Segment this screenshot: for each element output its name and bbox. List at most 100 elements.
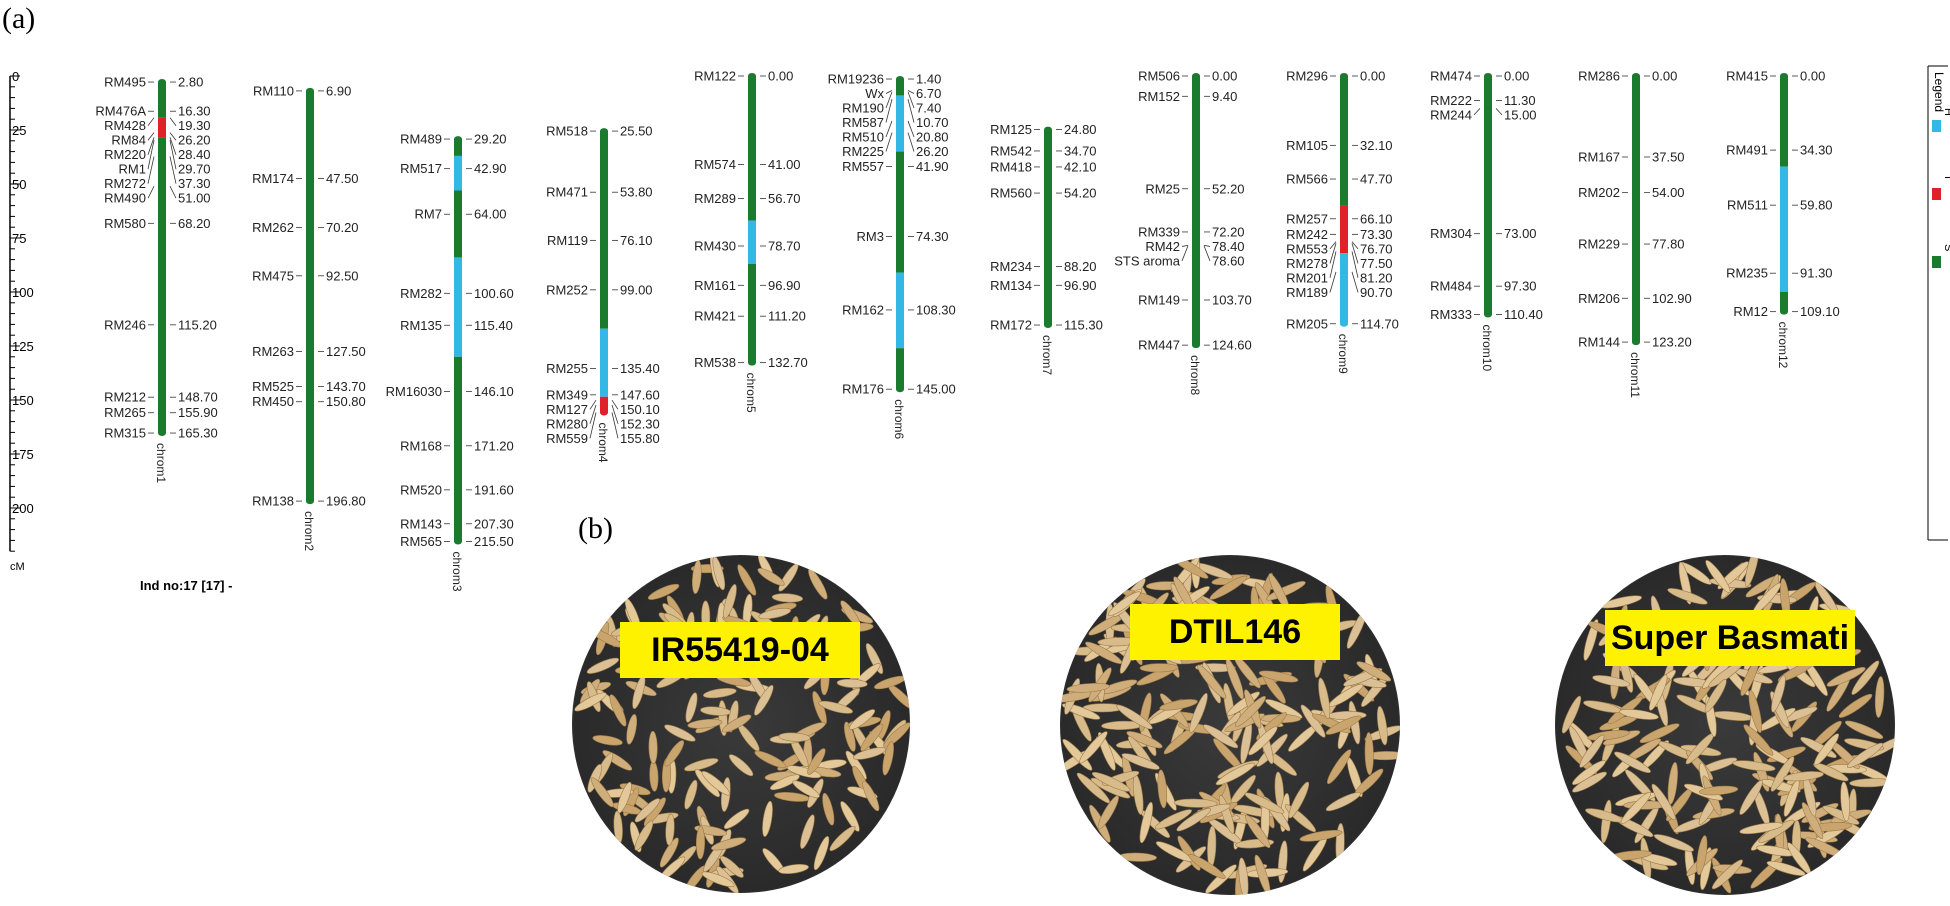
marker-name: RM272: [104, 176, 146, 191]
rice-grain: [883, 722, 910, 748]
marker-position: 56.70: [768, 191, 801, 206]
marker-name: RM560: [990, 186, 1032, 201]
marker-position: 115.30: [1064, 318, 1103, 333]
marker-position: 111.20: [768, 309, 806, 324]
chromosome-1: RM495 2.80 RM476A 16.30 RM428 19.30 RM84 26.20 R…: [95, 75, 217, 484]
chromosome-name: chrom2: [302, 511, 316, 551]
rice-grain: [659, 837, 679, 868]
rice-grain: [1846, 742, 1884, 768]
marker-name: RM172: [990, 318, 1032, 333]
panel-label-a: (a): [2, 2, 36, 35]
segment-S: [1340, 76, 1348, 206]
marker-position: 72.20: [1212, 224, 1245, 239]
segment-S: [1192, 76, 1200, 346]
rice-grain: [722, 714, 752, 733]
marker-leader-left: [885, 99, 893, 123]
marker-name: RM296: [1286, 69, 1328, 84]
rice-grain: [648, 730, 658, 765]
rice-grain: [700, 706, 732, 716]
marker-name: RM222: [1430, 93, 1472, 108]
marker-name: RM19236: [828, 72, 884, 87]
marker-position: 103.70: [1212, 292, 1252, 307]
marker-position: 171.20: [474, 438, 514, 453]
chromosome-11: RM286 0.00 RM167 37.50 RM202 54.00 RM229 77.80 R…: [1578, 69, 1692, 399]
rice-grain: [1698, 785, 1739, 796]
legend-swatch: [1932, 120, 1941, 132]
rice-grain: [1851, 660, 1880, 695]
marker-name: RM510: [842, 130, 884, 145]
marker-position: 77.80: [1652, 237, 1685, 252]
rice-grain: [1874, 676, 1885, 718]
rice-grain: [1139, 663, 1179, 673]
marker-position: 215.50: [474, 534, 514, 549]
chromosome-name: chrom6: [892, 399, 906, 439]
marker-name: RM242: [1286, 227, 1328, 242]
marker-position: 70.20: [326, 220, 359, 235]
rice-grain: [692, 559, 702, 595]
segment-H: [896, 272, 904, 349]
chrom-cap-top: [1044, 126, 1052, 133]
marker-leader-left: [147, 132, 155, 141]
marker-leader-left: [1329, 243, 1337, 264]
segment-S: [896, 79, 904, 96]
marker-position: 147.60: [620, 387, 660, 402]
rice-grain: [844, 721, 856, 752]
chromosome-name: chrom12: [1776, 322, 1790, 369]
marker-leader-left: [1473, 108, 1481, 116]
sample-label-2: DTIL146: [1130, 604, 1340, 660]
marker-position: 81.20: [1360, 270, 1393, 285]
segment-S: [1044, 129, 1052, 326]
marker-name: RM517: [400, 161, 442, 176]
marker-position: 155.90: [178, 405, 218, 420]
marker-leader-right: [907, 90, 915, 94]
marker-position: 78.40: [1212, 239, 1245, 254]
marker-leader-left: [589, 399, 597, 410]
axis-tick-label: 0: [12, 69, 19, 84]
rice-grain: [1318, 677, 1331, 719]
rice-grain: [1805, 837, 1845, 858]
chromosome-name: chrom10: [1480, 324, 1494, 371]
rice-grain: [1265, 699, 1303, 719]
chromosome-6: RM19236 1.40 Wx 6.70 RM190 7.40 RM587 10.70 RM51…: [828, 72, 956, 440]
legend-title: Legend: [1932, 72, 1946, 112]
chromosome-name: chrom3: [450, 551, 464, 591]
rice-grain: [1364, 732, 1374, 776]
marker-position: 90.70: [1360, 285, 1393, 300]
marker-leader-left: [1329, 241, 1337, 250]
chrom-cap-bottom: [600, 409, 608, 416]
chrom-cap-bottom: [1192, 342, 1200, 349]
rice-grain: [1139, 801, 1153, 844]
chromosome-name: chrom4: [596, 423, 610, 463]
marker-name: RM174: [252, 171, 294, 186]
marker-name: RM339: [1138, 224, 1180, 239]
marker-position: 34.30: [1800, 143, 1833, 158]
chromosome-4: RM518 25.50 RM471 53.80 RM119 76.10 RM252 99.00…: [546, 124, 660, 463]
rice-grain: [728, 754, 754, 777]
marker-name: RM252: [546, 282, 588, 297]
rice-grain: [1118, 852, 1157, 862]
rice-grain: [1346, 610, 1367, 649]
chrom-cap-bottom: [1484, 311, 1492, 318]
rice-grain: [758, 608, 792, 620]
chromosome-name: chrom5: [744, 373, 758, 413]
marker-name: RM201: [1286, 270, 1328, 285]
marker-name: RM428: [104, 118, 146, 133]
marker-position: 109.10: [1800, 304, 1840, 319]
rice-grain: [723, 584, 737, 619]
marker-name: RM489: [400, 132, 442, 147]
segment-S: [306, 90, 314, 502]
marker-name: RM152: [1138, 89, 1180, 104]
segment-I: [600, 396, 608, 413]
rice-grain: [1592, 675, 1631, 687]
rice-grain: [1079, 731, 1108, 764]
marker-name: RM7: [415, 207, 442, 222]
rice-grain: [792, 780, 820, 799]
marker-name: RM565: [400, 534, 442, 549]
marker-name: RM474: [1430, 69, 1472, 84]
rice-grain: [1157, 769, 1168, 809]
chrom-cap-top: [896, 76, 904, 83]
marker-name: RM430: [694, 238, 736, 253]
rice-grain: [1173, 798, 1218, 808]
rice-grain: [1097, 795, 1119, 830]
rice-grain: [840, 801, 860, 832]
